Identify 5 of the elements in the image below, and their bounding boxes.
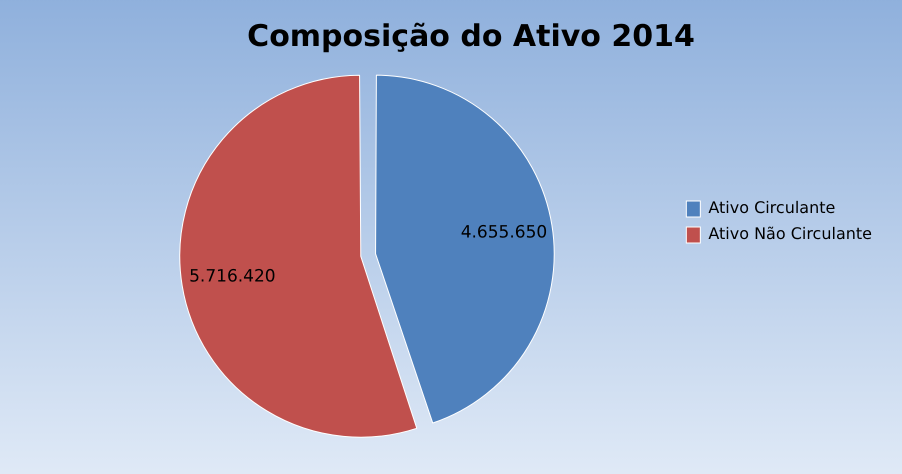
data-label: 5.716.420 bbox=[189, 266, 276, 286]
chart-title: Composição do Ativo 2014 bbox=[247, 18, 695, 54]
legend-label: Ativo Não Circulante bbox=[708, 224, 872, 244]
data-label: 4.655.650 bbox=[460, 222, 548, 242]
legend-label: Ativo Circulante bbox=[708, 198, 836, 218]
